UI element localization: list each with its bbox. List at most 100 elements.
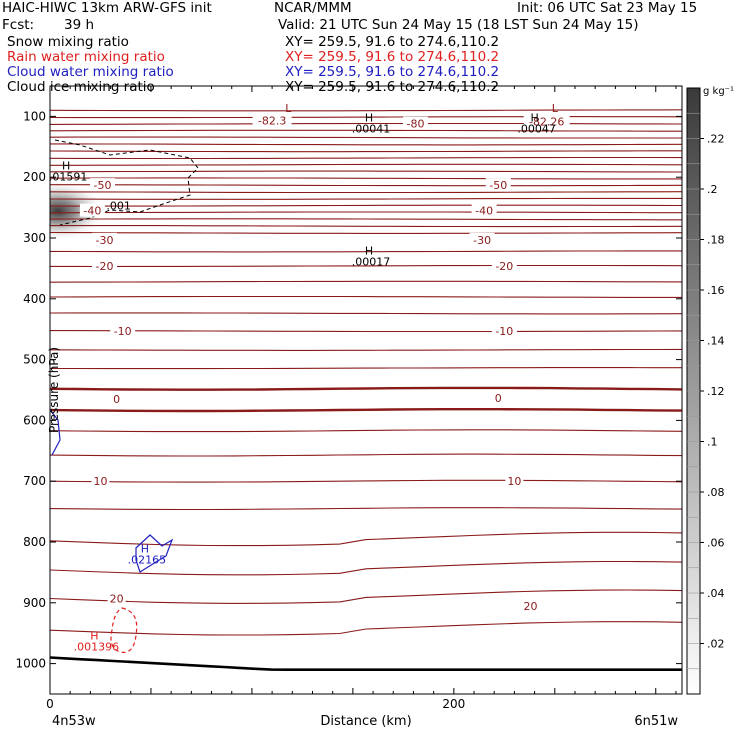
contour-label-bg <box>111 392 123 406</box>
isotherm-line <box>50 122 682 125</box>
isotherm-line <box>50 621 682 636</box>
y-tick-label: 300 <box>23 231 46 245</box>
isotherm-label: 20 <box>110 593 124 606</box>
extremum-marker: H <box>365 111 373 124</box>
y-tick-label: 800 <box>23 535 46 549</box>
rain-water-contour <box>110 607 138 653</box>
contour-label-bg <box>107 591 126 605</box>
isotherm-line <box>50 204 682 207</box>
cloud-ice-contour <box>54 139 199 226</box>
isotherm-line <box>50 250 682 253</box>
isotherm-line <box>50 136 682 139</box>
isotherm-label: -50 <box>489 179 507 192</box>
cloud-water-contour <box>50 409 61 456</box>
colorbar-tick-label: .1 <box>707 436 718 449</box>
isotherm-line <box>50 170 682 173</box>
isotherm-line <box>50 116 682 119</box>
colorbar-tick-label: .12 <box>707 385 725 398</box>
x-start-location: 4n53w <box>52 714 96 729</box>
contour-label-bg <box>92 258 118 272</box>
isotherm-line <box>50 429 682 433</box>
isotherm-label: -80 <box>406 118 424 131</box>
contour-label-bg <box>110 324 136 338</box>
contour-label-bg <box>252 113 292 127</box>
extremum-value: .00041 <box>352 122 391 135</box>
contour-label-bg <box>402 116 428 130</box>
y-tick-label: 600 <box>23 413 46 427</box>
y-tick-label: 100 <box>23 109 46 123</box>
isotherm-line <box>50 129 682 132</box>
isotherm-label: -40 <box>83 205 101 218</box>
terrain-surface-line <box>50 656 682 672</box>
isotherm-label: -30 <box>473 234 491 247</box>
y-tick-label: 700 <box>23 474 46 488</box>
isotherm-line <box>50 408 682 413</box>
organization-label: NCAR/MMM <box>274 0 352 16</box>
field-xy-cloud-water: XY= 259.5, 91.6 to 274.6,110.2 <box>285 64 500 80</box>
isotherm-line <box>50 348 682 351</box>
extremum-marker: L <box>285 102 292 115</box>
colorbar-tick-label: .22 <box>707 133 725 146</box>
ice-contour-label: .001 <box>106 199 131 212</box>
isotherm-label: -82.26 <box>529 115 564 128</box>
colorbar-unit: g kg⁻¹ <box>703 86 734 97</box>
y-tick-label: 1000 <box>15 657 46 671</box>
field-xy-rain: XY= 259.5, 91.6 to 274.6,110.2 <box>285 49 500 65</box>
x-tick-label: 200 <box>442 697 465 711</box>
isotherm-line <box>50 560 682 576</box>
isotherm-label: -10 <box>114 325 132 338</box>
isotherm-line <box>50 218 682 221</box>
isotherm-label: -82.3 <box>258 115 286 128</box>
field-name-cloud-ice: Cloud ice mixing ratio <box>7 79 155 95</box>
field-xy-cloud-ice: XY= 259.5, 91.6 to 274.6,110.2 <box>285 79 500 95</box>
contour-label-bg <box>505 474 524 488</box>
model-title: HAIC-HIWC 13km ARW-GFS init <box>2 0 212 16</box>
field-name-rain: Rain water mixing ratio <box>7 49 165 65</box>
x-tick-label: 0 <box>46 697 54 711</box>
isotherm-label: 20 <box>524 600 538 613</box>
isotherm-line <box>50 143 682 146</box>
colorbar-tick-label: .18 <box>707 234 725 247</box>
isotherm-label: -20 <box>495 260 513 273</box>
isotherm-line <box>50 156 682 160</box>
x-axis-label: Distance (km) <box>320 714 411 729</box>
isotherm-line <box>50 479 682 483</box>
colorbar-tick-label: .02 <box>707 638 725 651</box>
isotherm-label: -40 <box>475 205 493 218</box>
contour-label-bg <box>491 324 517 338</box>
contour-label-bg <box>79 203 105 217</box>
isotherm-line <box>50 231 682 234</box>
extremum-value: .00017 <box>352 255 391 268</box>
colorbar-tick-label: .08 <box>707 486 725 499</box>
extremum-value: .02165 <box>128 553 167 566</box>
extremum-value: .00047 <box>517 122 556 135</box>
isotherm-label: 10 <box>507 475 521 488</box>
isotherm-line <box>50 150 682 153</box>
isotherm-line <box>50 280 682 283</box>
isotherm-line <box>50 295 682 298</box>
isotherm-label: -30 <box>96 234 114 247</box>
isotherm-label: -50 <box>94 179 112 192</box>
isotherm-line <box>50 184 682 187</box>
forecast-label: Fcst: <box>2 17 35 33</box>
colorbar-tick-label: .04 <box>707 587 725 600</box>
isotherm-line <box>50 531 682 547</box>
valid-time: Valid: 21 UTC Sun 24 May 15 (18 LST Sun … <box>278 17 639 33</box>
y-tick-label: 400 <box>23 292 46 306</box>
init-time: Init: 06 UTC Sat 23 May 15 <box>517 0 698 16</box>
forecast-hour: 39 h <box>64 17 95 33</box>
field-name-snow: Snow mixing ratio <box>7 34 129 50</box>
extremum-marker: L <box>552 102 559 115</box>
isotherm-line <box>50 453 682 457</box>
contour-label-bg <box>89 178 115 192</box>
extremum-marker: H <box>90 629 98 642</box>
isotherm-label: -10 <box>495 325 513 338</box>
isotherm-line <box>50 109 682 112</box>
extremum-value: .001396 <box>74 640 120 653</box>
isotherm-line <box>50 386 682 391</box>
contour-label-bg <box>491 258 517 272</box>
y-tick-label: 500 <box>23 353 46 367</box>
x-end-location: 6n51w <box>634 714 678 729</box>
colorbar-tick-label: .2 <box>707 183 718 196</box>
